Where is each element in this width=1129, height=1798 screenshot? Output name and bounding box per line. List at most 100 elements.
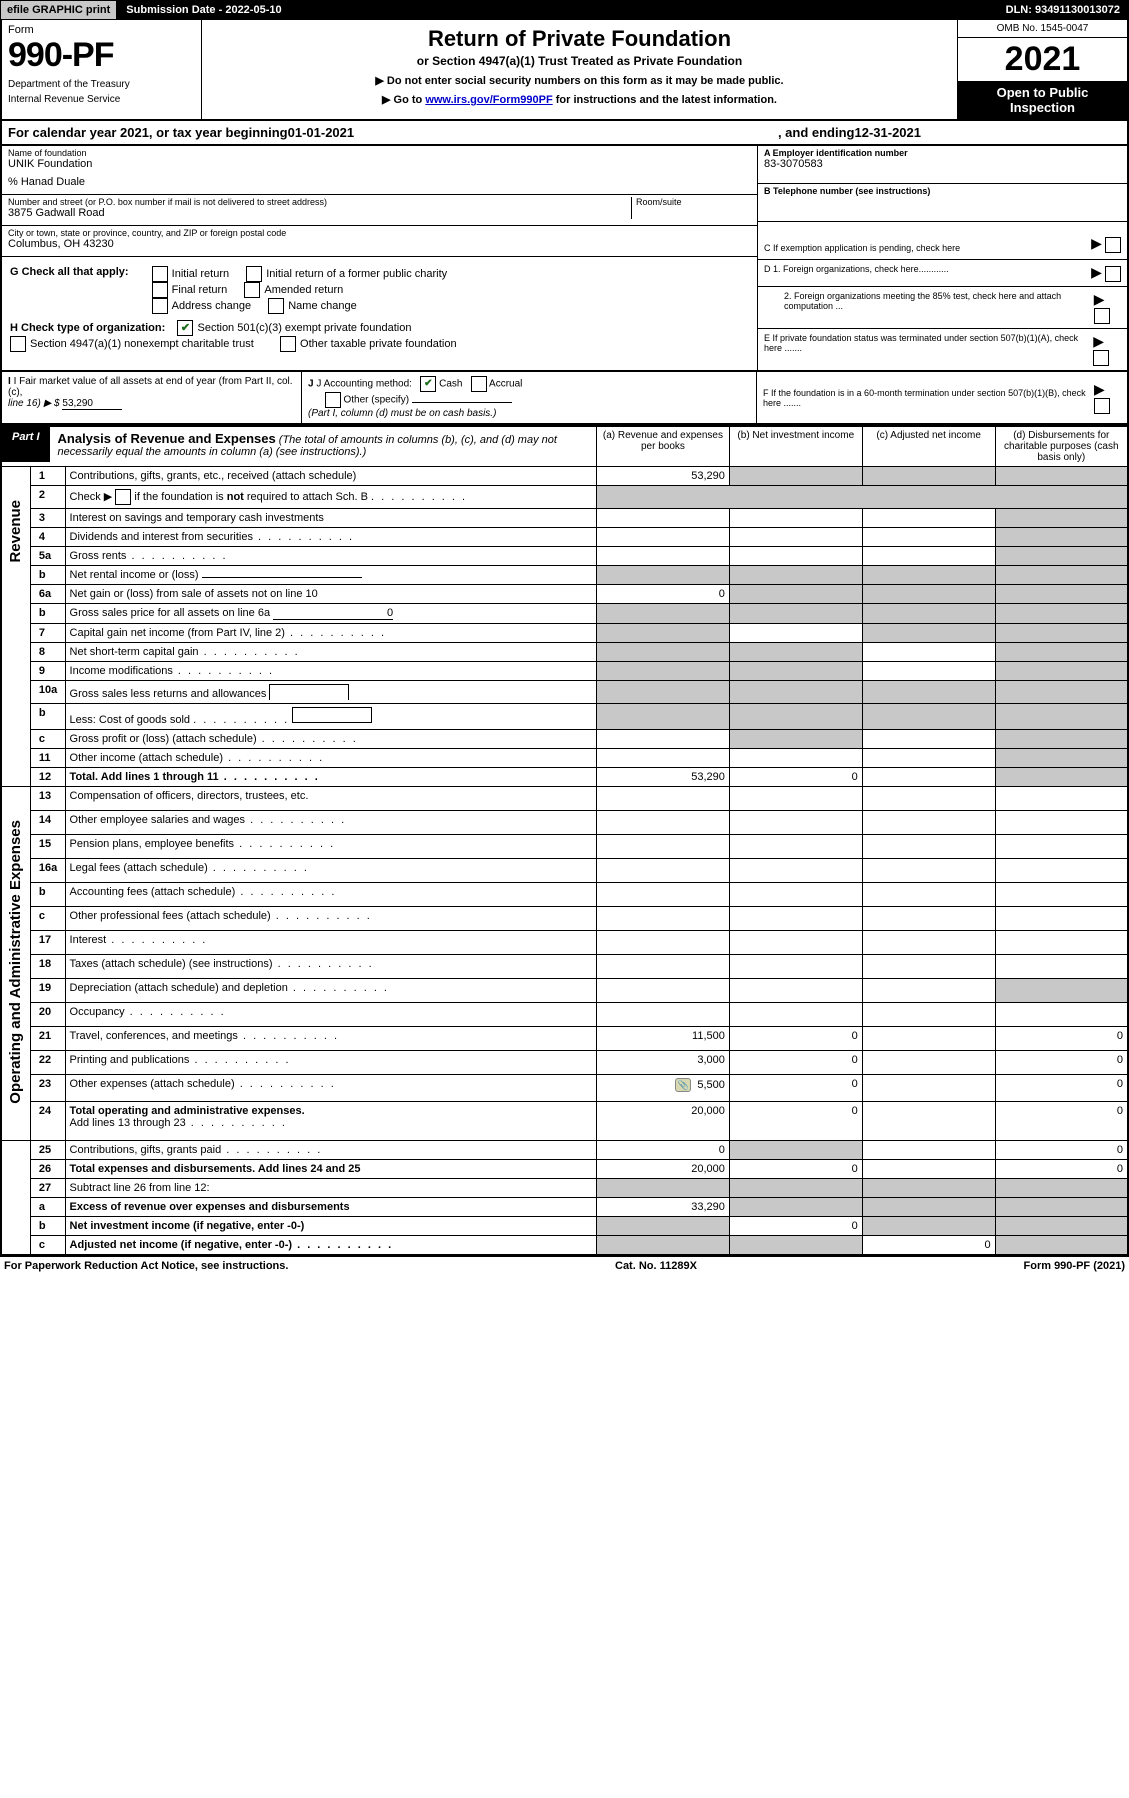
h-opt-1: Section 501(c)(3) exempt private foundat… (197, 322, 411, 334)
amt-16b-d (995, 883, 1128, 907)
desc-24-s: Add lines 13 through 23 (70, 1117, 287, 1129)
lnum-13: 13 (30, 787, 65, 811)
lnum-1: 1 (30, 467, 65, 486)
amt-10b-c (862, 704, 995, 730)
amt-20-b (729, 1003, 862, 1027)
address-row: Number and street (or P.O. box number if… (2, 195, 757, 226)
amt-4-d (995, 528, 1128, 547)
row-10a: 10aGross sales less returns and allowanc… (1, 681, 1128, 704)
j-other-checkbox[interactable] (325, 392, 341, 408)
lnum-10a: 10a (30, 681, 65, 704)
amt-17-b (729, 931, 862, 955)
j-cash-checkbox[interactable] (420, 376, 436, 392)
part1-header: Part I Analysis of Revenue and Expenses … (2, 427, 596, 462)
desc-16a: Legal fees (attach schedule) (65, 859, 596, 883)
h-501c3[interactable]: Section 501(c)(3) exempt private foundat… (177, 320, 411, 336)
form-title: Return of Private Foundation (212, 26, 947, 52)
schedule-icon[interactable]: 📎 (675, 1078, 691, 1092)
amt-16c-d (995, 907, 1128, 931)
lnum-27c: c (30, 1235, 65, 1255)
lnum-18: 18 (30, 955, 65, 979)
amt-7-a (597, 624, 730, 643)
identity-right: A Employer identification number 83-3070… (757, 146, 1127, 260)
caret-icon: ▶ (1094, 291, 1105, 308)
amt-6b-c (862, 604, 995, 624)
h-other-taxable[interactable]: Other taxable private foundation (280, 336, 457, 352)
lnum-21: 21 (30, 1027, 65, 1051)
ghij-left: G Check all that apply: Initial return I… (2, 260, 757, 370)
footer-right: Form 990-PF (2021) (1024, 1260, 1126, 1272)
lnum-5b: b (30, 566, 65, 585)
g-initial-former[interactable]: Initial return of a former public charit… (246, 266, 447, 282)
e-row: E If private foundation status was termi… (758, 329, 1127, 370)
amt-22-d: 0 (995, 1051, 1128, 1075)
row-6a: 6aNet gain or (loss) from sale of assets… (1, 585, 1128, 604)
amt-22-a: 3,000 (597, 1051, 730, 1075)
amt-27b-d (995, 1216, 1128, 1235)
desc-2: Check ▶ if the foundation is not require… (65, 486, 596, 509)
amt-5b-b (729, 566, 862, 585)
d1-checkbox[interactable] (1105, 266, 1121, 282)
amt-20-c (862, 1003, 995, 1027)
d1-row: D 1. Foreign organizations, check here..… (758, 260, 1127, 287)
g-address-change[interactable]: Address change (152, 298, 252, 314)
g-final-return[interactable]: Final return (152, 282, 228, 298)
open-line-1: Open to Public (997, 85, 1089, 100)
amt-27a-b (729, 1197, 862, 1216)
row-27a: aExcess of revenue over expenses and dis… (1, 1197, 1128, 1216)
g-amended-return[interactable]: Amended return (244, 282, 343, 298)
footer-right-pre: Form (1024, 1260, 1055, 1272)
amt-12-a: 53,290 (597, 768, 730, 787)
amt-6b-a (597, 604, 730, 624)
amt-6b-b (729, 604, 862, 624)
amt-16a-b (729, 859, 862, 883)
i-label: I Fair market value of all assets at end… (8, 376, 293, 398)
amt-18-b (729, 955, 862, 979)
telephone-label: B Telephone number (see instructions) (764, 186, 1121, 196)
h-4947a1[interactable]: Section 4947(a)(1) nonexempt charitable … (10, 336, 254, 352)
j-accrual-checkbox[interactable] (471, 376, 487, 392)
expenses-vlabel: Operating and Administrative Expenses (1, 787, 30, 1141)
header-middle: Return of Private Foundation or Section … (202, 20, 957, 119)
j-accrual: Accrual (489, 379, 522, 390)
form-subtitle: or Section 4947(a)(1) Trust Treated as P… (212, 54, 947, 68)
open-line-2: Inspection (1010, 100, 1075, 115)
identity-block: Name of foundation UNIK Foundation % Han… (0, 146, 1129, 260)
e-checkbox[interactable] (1093, 350, 1109, 366)
d2-checkbox[interactable] (1094, 308, 1110, 324)
row-18: 18Taxes (attach schedule) (see instructi… (1, 955, 1128, 979)
amt-4-a (597, 528, 730, 547)
instructions-link[interactable]: www.irs.gov/Form990PF (425, 94, 552, 106)
f-section: F If the foundation is in a 60-month ter… (757, 372, 1127, 423)
row-11: 11Other income (attach schedule) (1, 749, 1128, 768)
dept-line-2: Internal Revenue Service (8, 94, 195, 105)
ein-value: 83-3070583 (764, 158, 1121, 170)
amt-16c-b (729, 907, 862, 931)
row-3: 3Interest on savings and temporary cash … (1, 509, 1128, 528)
caret-icon: ▶ (1094, 381, 1105, 398)
row-16b: bAccounting fees (attach schedule) (1, 883, 1128, 907)
row-22: 22Printing and publications3,00000 (1, 1051, 1128, 1075)
j-note: (Part I, column (d) must be on cash basi… (308, 408, 496, 419)
footer-right-form: 990-PF (1054, 1260, 1090, 1272)
amt-7-c (862, 624, 995, 643)
amt-25-d: 0 (995, 1140, 1128, 1159)
g-initial-return[interactable]: Initial return (152, 266, 229, 282)
col-c-header: (c) Adjusted net income (862, 426, 995, 467)
amt-24-a: 20,000 (597, 1101, 730, 1140)
pending-checkbox[interactable] (1105, 237, 1121, 253)
amt-12-b: 0 (729, 768, 862, 787)
amt-11-a (597, 749, 730, 768)
f-checkbox[interactable] (1094, 398, 1110, 414)
submission-date: Submission Date - 2022-05-10 (118, 1, 291, 19)
amt-27b-a (597, 1216, 730, 1235)
subdate-value: 2022-05-10 (225, 4, 281, 16)
g-name-change[interactable]: Name change (268, 298, 357, 314)
amt-10c-c (862, 730, 995, 749)
schb-checkbox[interactable] (115, 489, 131, 505)
efile-label[interactable]: efile GRAPHIC print (1, 1, 118, 19)
row-27: 27Subtract line 26 from line 12: (1, 1178, 1128, 1197)
addr-label: Number and street (or P.O. box number if… (8, 197, 631, 207)
amt-10b-a (597, 704, 730, 730)
city-label: City or town, state or province, country… (8, 228, 751, 238)
